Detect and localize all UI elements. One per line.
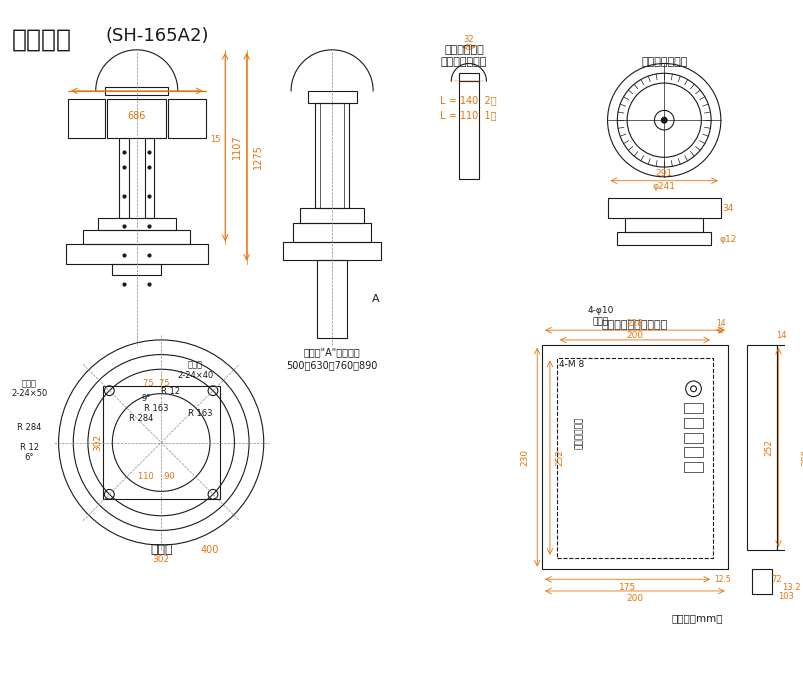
Bar <box>67 99 105 138</box>
Bar <box>683 462 703 472</box>
Bar <box>317 260 346 338</box>
Text: 34: 34 <box>721 204 732 213</box>
Text: 取付穴: 取付穴 <box>188 360 202 369</box>
Text: L = 140  2本: L = 140 2本 <box>439 96 495 105</box>
Bar <box>751 570 771 594</box>
Text: 32: 32 <box>463 34 474 44</box>
Text: 9°: 9° <box>141 394 151 403</box>
Text: 175: 175 <box>618 583 636 591</box>
Text: 取付穴: 取付穴 <box>592 317 608 326</box>
Text: 110    90: 110 90 <box>138 472 174 481</box>
Bar <box>746 345 776 550</box>
Text: 14: 14 <box>715 319 725 328</box>
Text: 取付穴: 取付穴 <box>22 379 37 388</box>
Text: 302: 302 <box>153 556 169 564</box>
Text: およびアダプタ: およびアダプタ <box>440 57 487 67</box>
Bar <box>683 433 703 443</box>
Text: 2-24×50: 2-24×50 <box>11 389 47 398</box>
Text: 外形寸法: 外形寸法 <box>12 28 71 51</box>
Bar <box>776 345 789 550</box>
Text: 230: 230 <box>520 449 528 466</box>
Text: 280: 280 <box>801 449 803 466</box>
Text: 686: 686 <box>128 111 146 121</box>
Text: 矢視図: 矢視図 <box>149 543 172 556</box>
Text: 291: 291 <box>654 169 672 178</box>
Bar <box>556 358 712 558</box>
Text: A: A <box>372 294 379 304</box>
Text: R 163: R 163 <box>188 408 212 418</box>
Circle shape <box>660 117 666 123</box>
Bar <box>300 208 364 223</box>
Text: 252: 252 <box>555 449 564 466</box>
Text: 75  75: 75 75 <box>143 379 169 388</box>
Bar <box>119 138 128 218</box>
Text: L = 110  1本: L = 110 1本 <box>439 110 495 120</box>
Text: R 12: R 12 <box>161 387 180 396</box>
Text: 200: 200 <box>626 594 642 603</box>
Text: R 284: R 284 <box>129 414 153 423</box>
Bar <box>459 81 478 179</box>
Bar <box>103 387 219 499</box>
Text: 400: 400 <box>201 545 219 555</box>
Text: 14: 14 <box>775 331 785 340</box>
Text: パネルカット: パネルカット <box>574 416 583 449</box>
Text: R 163: R 163 <box>144 404 169 413</box>
Text: 72: 72 <box>770 574 781 584</box>
Text: 6°: 6° <box>25 453 34 462</box>
Text: 103: 103 <box>777 593 793 601</box>
Text: 228: 228 <box>626 319 642 328</box>
Text: 1275: 1275 <box>253 144 263 169</box>
Text: R 12: R 12 <box>20 443 39 452</box>
Text: 12.5: 12.5 <box>714 574 730 584</box>
Bar <box>97 218 176 230</box>
Bar <box>308 91 356 103</box>
Text: φ241: φ241 <box>652 182 675 191</box>
Bar <box>83 230 190 244</box>
Text: 2-24×40: 2-24×40 <box>177 371 214 379</box>
Bar <box>315 103 349 208</box>
Bar <box>683 448 703 457</box>
Text: (SH-165A2): (SH-165A2) <box>105 28 209 45</box>
Bar <box>607 198 720 218</box>
Text: 13.2: 13.2 <box>781 583 800 591</box>
Text: 1107: 1107 <box>231 135 242 159</box>
Bar <box>683 418 703 428</box>
Bar <box>625 218 703 232</box>
Bar <box>145 138 154 218</box>
Text: コンパスボウル: コンパスボウル <box>640 57 687 67</box>
Text: 302: 302 <box>93 434 102 451</box>
Text: （単位：mm）: （単位：mm） <box>671 614 722 623</box>
Text: 500，630，760，890: 500，630，760，890 <box>286 360 377 371</box>
Bar <box>105 87 169 95</box>
Bar <box>292 223 371 242</box>
Text: シャドウピン: シャドウピン <box>443 45 483 55</box>
Text: 照明調整器（埋込式）: 照明調整器（埋込式） <box>601 321 667 330</box>
Text: 4-M 8: 4-M 8 <box>558 360 583 369</box>
Bar <box>683 404 703 413</box>
Text: φ12: φ12 <box>718 235 736 244</box>
Bar <box>617 232 710 245</box>
Bar <box>169 99 206 138</box>
Text: 15: 15 <box>210 135 220 144</box>
Text: 252: 252 <box>764 439 772 456</box>
Bar <box>283 242 381 260</box>
Bar <box>541 345 727 570</box>
Bar <box>112 264 161 275</box>
Text: 4-φ10: 4-φ10 <box>587 306 613 315</box>
Bar <box>459 74 478 81</box>
Text: 筒長さ"A"（標準）: 筒長さ"A"（標準） <box>304 348 360 358</box>
Text: 200: 200 <box>626 331 642 340</box>
Text: R 284: R 284 <box>17 423 42 433</box>
Bar <box>108 99 166 138</box>
Bar <box>66 244 207 264</box>
